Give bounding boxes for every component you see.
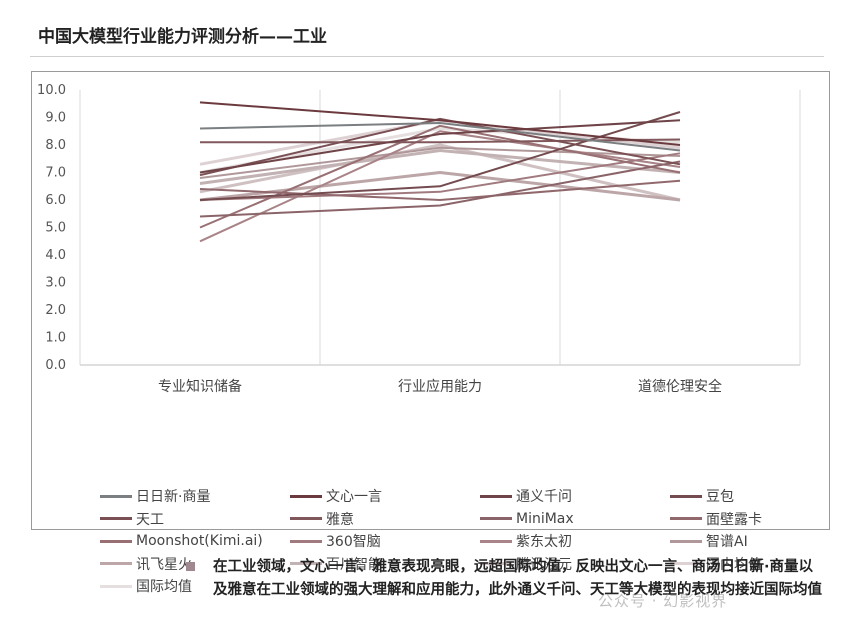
bullet-square-icon <box>186 562 195 571</box>
legend-label: 豆包 <box>706 489 734 506</box>
legend-swatch <box>670 562 702 566</box>
series-line-13 <box>199 171 681 202</box>
legend-label: 日日新·商量 <box>136 489 211 506</box>
legend-label: 紫东太初 <box>516 534 572 551</box>
y-tick-label: 0.0 <box>45 358 66 373</box>
y-tick-label: 5.0 <box>45 221 66 236</box>
legend-swatch <box>290 494 322 498</box>
legend-swatch <box>670 517 702 521</box>
legend-swatch <box>100 539 132 543</box>
x-tick-label: 专业知识储备 <box>158 378 242 395</box>
legend-label: 雅意 <box>326 511 354 528</box>
page-title: 中国大模型行业能力评测分析——工业 <box>38 27 327 47</box>
line-chart: 0.0 1.0 2.0 3.0 4.0 5.0 6.0 7.0 8.0 9.0 10.0 专业知识储备… <box>37 83 801 395</box>
legend-swatch <box>100 584 132 588</box>
title-divider <box>30 56 824 57</box>
y-tick-label: 10.0 <box>37 83 66 98</box>
legend-label: 百川智能 <box>326 556 382 573</box>
legend-item: 豆包 <box>670 485 854 508</box>
watermark-text: 公众号 · 幻影视界 <box>598 592 728 610</box>
legend-swatch <box>670 494 702 498</box>
summary-bullet: 在工业领域，文心一言、雅意表现亮眼，远超国际均值，反映出文心一言、商汤日日新·商… <box>186 556 826 602</box>
legend-swatch <box>480 494 512 498</box>
chart-legend: 日日新·商量 文心一言 通义千问 豆包天工 雅意 MiniMax 面壁露卡 Moonshot(… <box>100 485 840 598</box>
legend-label: 智谱AI <box>706 534 748 551</box>
legend-label: 文心一言 <box>326 489 382 506</box>
legend-label: 讯飞星火 <box>136 556 192 573</box>
legend-label: 360智脑 <box>326 534 381 551</box>
y-tick-label: 6.0 <box>45 193 66 208</box>
legend-label: 国际均值 <box>136 579 192 596</box>
legend-item: 通义千问 <box>480 485 670 508</box>
legend-item: 国内均值 <box>670 553 854 576</box>
legend-label: 面壁露卡 <box>706 511 762 528</box>
y-tick-label: 3.0 <box>45 276 66 291</box>
legend-swatch <box>100 517 132 521</box>
legend-item: 日日新·商量 <box>100 485 290 508</box>
legend-swatch <box>480 539 512 543</box>
y-tick-label: 9.0 <box>45 111 66 126</box>
legend-swatch <box>290 539 322 543</box>
series-line-7 <box>199 160 681 218</box>
legend-item: 讯飞星火 <box>100 553 290 576</box>
legend-item: 紫东太初 <box>480 530 670 553</box>
legend-swatch <box>480 517 512 521</box>
series-line-3 <box>199 119 681 174</box>
series-line-8 <box>199 179 681 201</box>
legend-label: 国内均值 <box>706 556 762 573</box>
y-tick-label: 4.0 <box>45 248 66 263</box>
legend-swatch <box>100 562 132 566</box>
series-line-15 <box>199 143 681 202</box>
legend-item: 天工 <box>100 508 290 531</box>
series-line-12 <box>199 146 681 179</box>
legend-label: MiniMax <box>516 510 574 527</box>
legend-swatch <box>480 562 512 566</box>
legend-item: MiniMax <box>480 508 670 531</box>
legend-item: 360智脑 <box>290 530 480 553</box>
series-line-2 <box>199 101 681 146</box>
legend-swatch <box>290 562 322 566</box>
legend-item: 腾讯混元 <box>480 553 670 576</box>
y-tick-label: 7.0 <box>45 166 66 181</box>
x-tick-label: 行业应用能力 <box>398 378 482 395</box>
summary-text: 在工业领域，文心一言、雅意表现亮眼，远超国际均值，反映出文心一言、商汤日日新·商… <box>213 559 822 598</box>
legend-item: 雅意 <box>290 508 480 531</box>
legend-swatch <box>670 539 702 543</box>
series-line-5 <box>199 117 681 177</box>
legend-swatch <box>290 517 322 521</box>
legend-item: 百川智能 <box>290 553 480 576</box>
legend-item: 面壁露卡 <box>670 508 854 531</box>
series-line-1 <box>199 122 681 152</box>
legend-swatch <box>100 494 132 498</box>
legend-label: 天工 <box>136 511 164 528</box>
legend-item: 国际均值 <box>100 575 290 598</box>
y-tick-label: 1.0 <box>45 331 66 346</box>
legend-label: Moonshot(Kimi.ai) <box>136 533 263 550</box>
legend-label: 腾讯混元 <box>516 556 572 573</box>
x-tick-label: 道德伦理安全 <box>638 378 722 395</box>
series-line-10 <box>199 152 681 201</box>
legend-item: 智谱AI <box>670 530 854 553</box>
legend-item: Moonshot(Kimi.ai) <box>100 530 290 553</box>
legend-item: 文心一言 <box>290 485 480 508</box>
chart-frame: 0.0 1.0 2.0 3.0 4.0 5.0 6.0 7.0 8.0 9.0 10.0 专业知识储备… <box>31 71 830 595</box>
y-tick-label: 8.0 <box>45 138 66 153</box>
series-line-11 <box>199 130 681 243</box>
y-tick-label: 2.0 <box>45 303 66 318</box>
legend-label: 通义千问 <box>516 489 572 506</box>
